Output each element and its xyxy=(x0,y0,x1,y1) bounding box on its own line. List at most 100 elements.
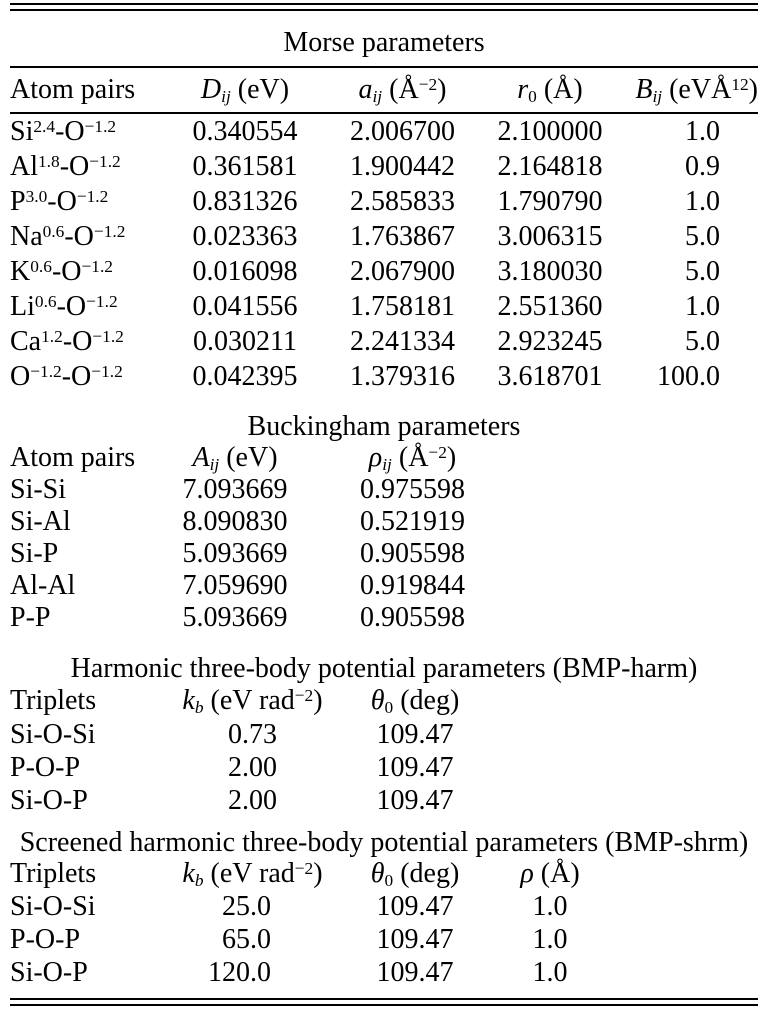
cell: Si2.4-O−1.2 xyxy=(10,115,117,147)
table-row: Si-Al 8.090830 0.521919 xyxy=(10,506,525,538)
cell: P3.0-O−1.2 xyxy=(10,185,109,217)
cell: 109.47 xyxy=(376,718,454,750)
cell: 0.016098 xyxy=(192,255,298,287)
buckingham-header-row: Atom pairs Aij (eV) ρij (Å−2) xyxy=(10,442,525,474)
table-row: Si-Si 7.093669 0.975598 xyxy=(10,474,525,506)
cell: Si-O-Si xyxy=(10,718,96,750)
cell: P-O-P xyxy=(10,923,81,955)
rule-line xyxy=(10,9,758,11)
cell: 65.0 xyxy=(222,923,271,955)
screened-table: Triplets kb (eV rad−2) θ0 (deg) ρ (Å) Si-O-… xyxy=(10,858,605,989)
column-header: θ0 (deg) xyxy=(370,685,460,718)
screened-table-body: Si-O-Si 25.0 109.47 1.0 P-O-P 65.0 109.47 1.0 Si… xyxy=(10,890,605,989)
cell: 109.47 xyxy=(376,890,454,922)
table-row: Si-O-Si 25.0 109.47 1.0 xyxy=(10,890,605,923)
harmonic-header-row: Triplets kb (eV rad−2) θ0 (deg) xyxy=(10,684,495,718)
cell: 5.0 xyxy=(685,220,720,252)
column-header: Aij (eV) xyxy=(192,442,278,475)
cell: Si-O-P xyxy=(10,956,88,988)
cell: 5.093669 xyxy=(182,538,288,569)
column-header: ρ (Å) xyxy=(520,858,580,889)
column-header: r0 (Å) xyxy=(490,68,610,114)
cell: 1.763867 xyxy=(350,220,455,252)
cell: 5.0 xyxy=(685,255,720,287)
column-header: Triplets xyxy=(10,858,97,889)
table-row: Al1.8-O−1.2 0.361581 1.900442 2.164818 0.9 xyxy=(10,149,758,184)
table-row: P-O-P 2.00 109.47 xyxy=(10,751,495,784)
cell: Ca1.2-O−1.2 xyxy=(10,325,124,357)
cell: 0.73 xyxy=(228,718,277,750)
cell: 1.0 xyxy=(532,956,568,988)
morse-table-body: Si2.4-O−1.2 0.340554 2.006700 2.100000 1.0 Al… xyxy=(10,113,758,394)
column-header: aij (Å−2) xyxy=(315,68,490,114)
cell: 25.0 xyxy=(222,890,271,922)
buckingham-table-body: Si-Si 7.093669 0.975598 Si-Al 8.090830 0.5219… xyxy=(10,474,525,634)
table-row: Si-O-P 120.0 109.47 1.0 xyxy=(10,956,605,989)
morse-header-row: Atom pairs Dij (eV) aij (Å−2) r0 (Å) Bij (eV… xyxy=(10,68,758,114)
cell: 2.067900 xyxy=(350,255,455,287)
table-row: Al-Al 7.059690 0.919844 xyxy=(10,570,525,602)
cell: Li0.6-O−1.2 xyxy=(10,290,118,322)
cell: Si-O-P xyxy=(10,784,88,816)
column-header: Dij (eV) xyxy=(175,68,315,114)
cell: P-P xyxy=(10,602,51,633)
table-row: K0.6-O−1.2 0.016098 2.067900 3.180030 5.0 xyxy=(10,254,758,289)
table-row: Si-O-Si 0.73 109.47 xyxy=(10,718,495,751)
cell: 0.361581 xyxy=(192,150,298,182)
cell: 109.47 xyxy=(376,923,454,955)
cell: O−1.2-O−1.2 xyxy=(10,360,123,392)
cell: 8.090830 xyxy=(182,506,288,537)
table-row: P3.0-O−1.2 0.831326 2.585833 1.790790 1.0 xyxy=(10,184,758,219)
cell: 0.905598 xyxy=(360,602,465,633)
harmonic-table: Triplets kb (eV rad−2) θ0 (deg) Si-O-Si 0.7… xyxy=(10,684,495,817)
cell: 100.0 xyxy=(657,360,720,392)
table-row: Si2.4-O−1.2 0.340554 2.006700 2.100000 1.0 xyxy=(10,113,758,149)
column-header: Atom pairs xyxy=(10,442,136,473)
bottom-double-rule xyxy=(10,998,758,1006)
cell: 2.00 xyxy=(228,751,277,783)
cell: 5.0 xyxy=(685,325,720,357)
cell: 0.521919 xyxy=(360,506,465,537)
cell: 1.0 xyxy=(532,890,568,922)
cell: Na0.6-O−1.2 xyxy=(10,220,126,252)
cell: Al1.8-O−1.2 xyxy=(10,150,121,182)
column-header: kb (eV rad−2) xyxy=(182,858,323,891)
cell: 1.0 xyxy=(685,115,720,147)
cell: Si-Si xyxy=(10,474,67,505)
column-header: θ0 (deg) xyxy=(370,858,460,891)
table-row: Si-P 5.093669 0.905598 xyxy=(10,538,525,570)
cell: 0.041556 xyxy=(192,290,298,322)
cell: 0.340554 xyxy=(192,115,298,147)
cell: K0.6-O−1.2 xyxy=(10,255,113,287)
table-row: O−1.2-O−1.2 0.042395 1.379316 3.618701 100.0 xyxy=(10,359,758,394)
cell: 2.551360 xyxy=(497,290,603,322)
harmonic-section-title: Harmonic three-body potential parameters… xyxy=(70,653,698,684)
cell: 0.042395 xyxy=(192,360,298,392)
top-double-rule xyxy=(10,3,758,11)
cell: 0.030211 xyxy=(193,325,297,357)
morse-table: Atom pairs Dij (eV) aij (Å−2) r0 (Å) Bij (eV… xyxy=(10,68,758,394)
buckingham-section-title: Buckingham parameters xyxy=(247,411,521,442)
rule-line xyxy=(10,1004,758,1006)
table-row: Li0.6-O−1.2 0.041556 1.758181 2.551360 1.0 xyxy=(10,289,758,324)
cell: 120.0 xyxy=(208,956,271,988)
cell: 1.379316 xyxy=(350,360,455,392)
cell: 7.059690 xyxy=(182,570,288,601)
cell: 0.975598 xyxy=(360,474,465,505)
cell: 1.758181 xyxy=(350,290,455,322)
cell: 0.023363 xyxy=(192,220,298,252)
cell: Si-O-Si xyxy=(10,890,96,922)
cell: 0.9 xyxy=(685,150,720,182)
cell: 0.831326 xyxy=(192,185,298,217)
column-header: Atom pairs xyxy=(10,68,175,114)
cell: P-O-P xyxy=(10,751,81,783)
cell: 1.0 xyxy=(685,290,720,322)
harmonic-table-body: Si-O-Si 0.73 109.47 P-O-P 2.00 109.47 Si-O-P 2.… xyxy=(10,718,495,817)
cell: 3.618701 xyxy=(497,360,603,392)
column-header: ρij (Å−2) xyxy=(368,442,457,475)
table-row: Ca1.2-O−1.2 0.030211 2.241334 2.923245 5.0 xyxy=(10,324,758,359)
cell: 109.47 xyxy=(376,784,454,816)
column-header: Triplets xyxy=(10,685,97,716)
cell: 2.923245 xyxy=(497,325,603,357)
